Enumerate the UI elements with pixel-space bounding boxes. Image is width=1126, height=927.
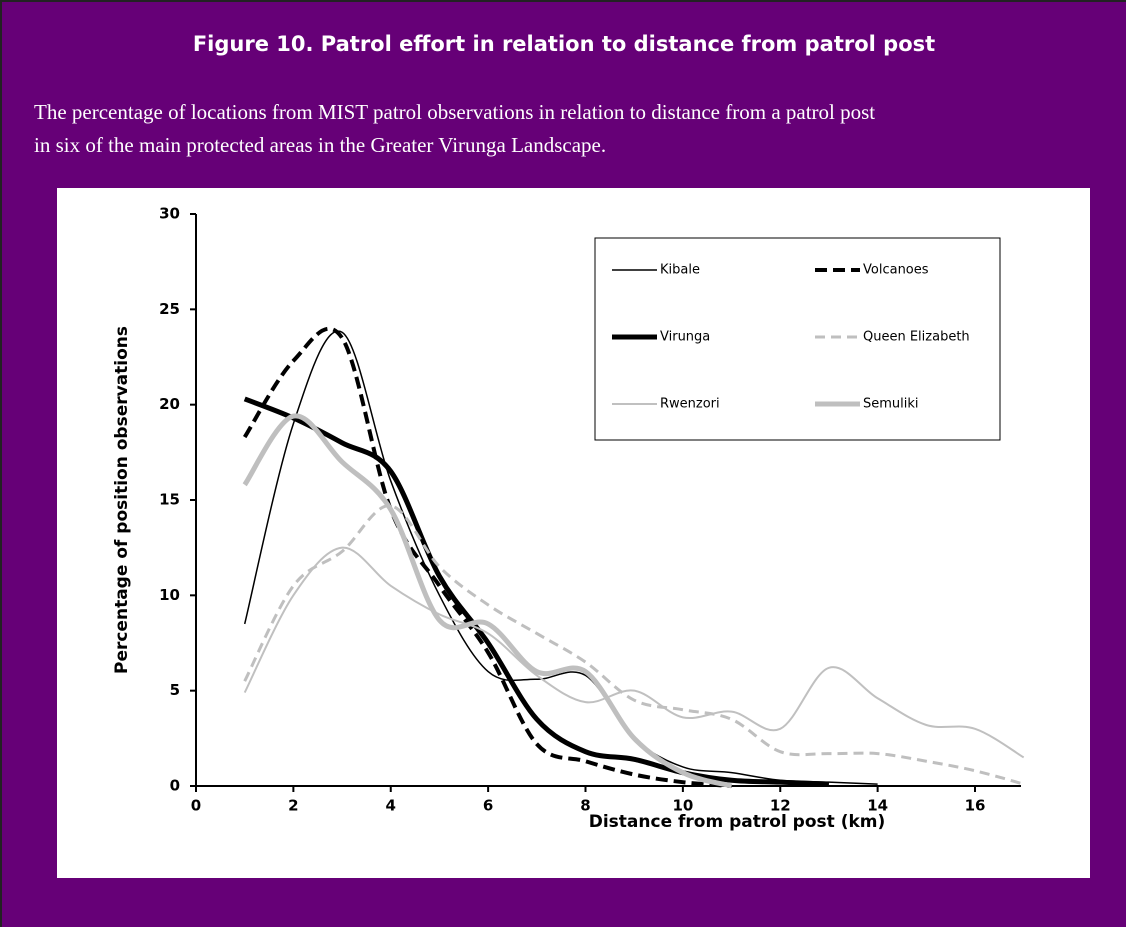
y-axis-label: Percentage of position observations <box>112 326 132 674</box>
series-line <box>243 504 1025 786</box>
legend-label: Virunga <box>660 330 710 345</box>
y-tick-label: 15 <box>159 491 180 509</box>
series-line <box>242 413 733 789</box>
x-tick-label: 4 <box>386 797 396 815</box>
series-line <box>243 326 732 788</box>
legend-label: Semuliki <box>863 397 919 412</box>
legend-box <box>594 237 1001 441</box>
legend-label: Kibale <box>660 263 700 278</box>
series-line <box>243 396 830 787</box>
figure-title: Figure 10. Patrol effort in relation to … <box>192 32 936 56</box>
series-line <box>243 546 1025 759</box>
legend-label: Volcanoes <box>863 263 929 278</box>
x-tick-label: 12 <box>770 797 791 815</box>
caption-line: in six of the main protected areas in th… <box>34 133 607 157</box>
y-tick-label: 30 <box>159 205 180 223</box>
y-tick-label: 20 <box>159 395 180 413</box>
y-tick-label: 10 <box>159 586 180 604</box>
legend-label: Rwenzori <box>660 397 720 412</box>
y-tick-label: 5 <box>170 681 180 699</box>
x-tick-label: 0 <box>191 797 201 815</box>
x-axis-label: Distance from patrol post (km) <box>589 812 886 832</box>
x-tick-label: 6 <box>483 797 493 815</box>
legend-label: Queen Elizabeth <box>863 330 970 345</box>
caption-line: The percentage of locations from MIST pa… <box>34 100 876 124</box>
x-tick-label: 10 <box>672 797 693 815</box>
y-tick-label: 25 <box>159 300 180 318</box>
x-tick-label: 14 <box>867 797 888 815</box>
x-tick-label: 2 <box>288 797 298 815</box>
x-tick-label: 16 <box>965 797 986 815</box>
x-tick-label: 8 <box>580 797 590 815</box>
y-tick-label: 0 <box>170 777 180 795</box>
